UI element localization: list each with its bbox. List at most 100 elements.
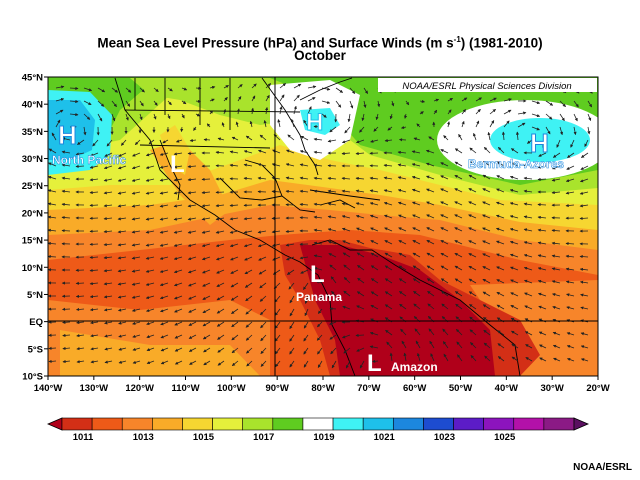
wind-arrow xyxy=(202,308,211,314)
wind-arrow xyxy=(468,201,477,206)
lat-tick-label: EQ xyxy=(29,317,43,328)
wind-arrow xyxy=(523,202,533,206)
wind-arrow xyxy=(454,148,463,154)
wind-arrow xyxy=(556,139,561,148)
wind-arrow xyxy=(235,121,239,128)
wind-arrow xyxy=(537,254,547,258)
wind-arrow xyxy=(327,240,337,245)
wind-arrow xyxy=(243,150,253,154)
wind-arrow xyxy=(97,87,106,93)
wind-arrow xyxy=(327,139,337,143)
wind-arrow xyxy=(454,227,463,232)
wind-arrow xyxy=(370,291,379,297)
wind-arrow xyxy=(579,267,589,271)
wind-arrow xyxy=(440,227,449,232)
colorbar-label: 1023 xyxy=(433,432,456,443)
wind-arrow xyxy=(573,126,577,136)
wind-arrow xyxy=(48,228,57,232)
colorbar-segment xyxy=(392,417,424,431)
wind-arrow xyxy=(48,202,57,206)
wind-arrow xyxy=(246,360,253,367)
wind-arrow xyxy=(509,240,519,245)
wind-arrow xyxy=(497,146,505,154)
wind-arrow xyxy=(55,109,64,115)
wind-arrow xyxy=(257,243,267,248)
wind-arrow xyxy=(167,100,172,106)
high-name-north-pacific: North Pacific xyxy=(52,153,126,167)
wind-arrow xyxy=(401,340,407,349)
wind-arrow xyxy=(103,256,113,260)
wind-arrow xyxy=(259,295,267,302)
wind-arrow xyxy=(425,162,435,167)
wind-arrow xyxy=(384,138,393,143)
wind-arrow xyxy=(303,334,309,342)
wind-arrow xyxy=(523,228,533,232)
wind-arrow xyxy=(159,256,169,260)
wind-arrow xyxy=(356,252,365,258)
wind-arrow xyxy=(55,97,65,102)
wind-arrow xyxy=(215,150,225,155)
colorbar-segment xyxy=(152,417,183,431)
wind-arrow xyxy=(359,126,365,133)
wind-arrow xyxy=(131,282,141,286)
wind-arrow xyxy=(468,227,477,232)
wind-arrow xyxy=(483,329,491,336)
pressure-field xyxy=(48,77,598,376)
wind-arrow xyxy=(551,190,561,195)
wind-arrow xyxy=(277,118,281,128)
colorbar-segment xyxy=(423,417,454,431)
wind-arrow xyxy=(489,120,495,128)
wind-arrow xyxy=(229,163,239,167)
wind-arrow xyxy=(551,267,561,271)
wind-arrow xyxy=(509,215,519,219)
wind-arrow xyxy=(139,87,145,93)
wind-arrow xyxy=(398,252,407,258)
wind-arrow xyxy=(145,204,155,208)
wind-arrow xyxy=(117,295,127,299)
wind-arrow xyxy=(565,203,575,208)
wind-arrow xyxy=(174,334,183,339)
wind-arrow xyxy=(483,147,491,154)
wind-arrow xyxy=(384,304,393,310)
wind-arrow xyxy=(373,126,379,132)
wind-arrow xyxy=(274,321,281,329)
wind-arrow xyxy=(76,333,85,338)
wind-arrow xyxy=(404,113,408,119)
wind-arrow xyxy=(159,191,169,195)
wind-arrow xyxy=(468,278,477,284)
wind-arrow xyxy=(510,292,519,297)
wind-arrow xyxy=(343,264,351,271)
wind-arrow xyxy=(566,293,575,297)
wind-arrow xyxy=(455,328,463,336)
wind-arrow xyxy=(313,150,323,154)
wind-arrow xyxy=(75,307,85,312)
wind-arrow xyxy=(217,360,225,366)
wind-arrow xyxy=(231,136,239,141)
lon-tick-label: 130°W xyxy=(80,383,109,394)
wind-arrow xyxy=(249,120,253,128)
wind-arrow xyxy=(48,175,57,180)
wind-arrow xyxy=(429,340,435,349)
colorbar-label: 1021 xyxy=(373,432,395,443)
wind-arrow xyxy=(55,85,65,89)
wind-arrow xyxy=(285,163,295,167)
wind-arrow xyxy=(159,230,169,234)
wind-arrow xyxy=(440,149,449,154)
wind-arrow xyxy=(117,230,127,234)
wind-arrow xyxy=(201,204,211,208)
wind-arrow xyxy=(76,320,85,325)
wind-arrow xyxy=(551,280,561,284)
wind-arrow xyxy=(104,360,113,364)
wind-arrow xyxy=(48,215,57,219)
wind-arrow xyxy=(313,241,323,245)
wind-arrow xyxy=(475,97,482,102)
wind-arrow xyxy=(61,137,71,141)
wind-arrow xyxy=(159,217,169,221)
wind-arrow xyxy=(134,139,141,146)
wind-arrow xyxy=(206,123,211,128)
wind-arrow xyxy=(265,83,272,89)
wind-arrow xyxy=(289,334,295,342)
wind-arrow xyxy=(145,152,155,157)
wind-arrow xyxy=(299,256,309,260)
colorbar-label: 1011 xyxy=(72,432,94,443)
